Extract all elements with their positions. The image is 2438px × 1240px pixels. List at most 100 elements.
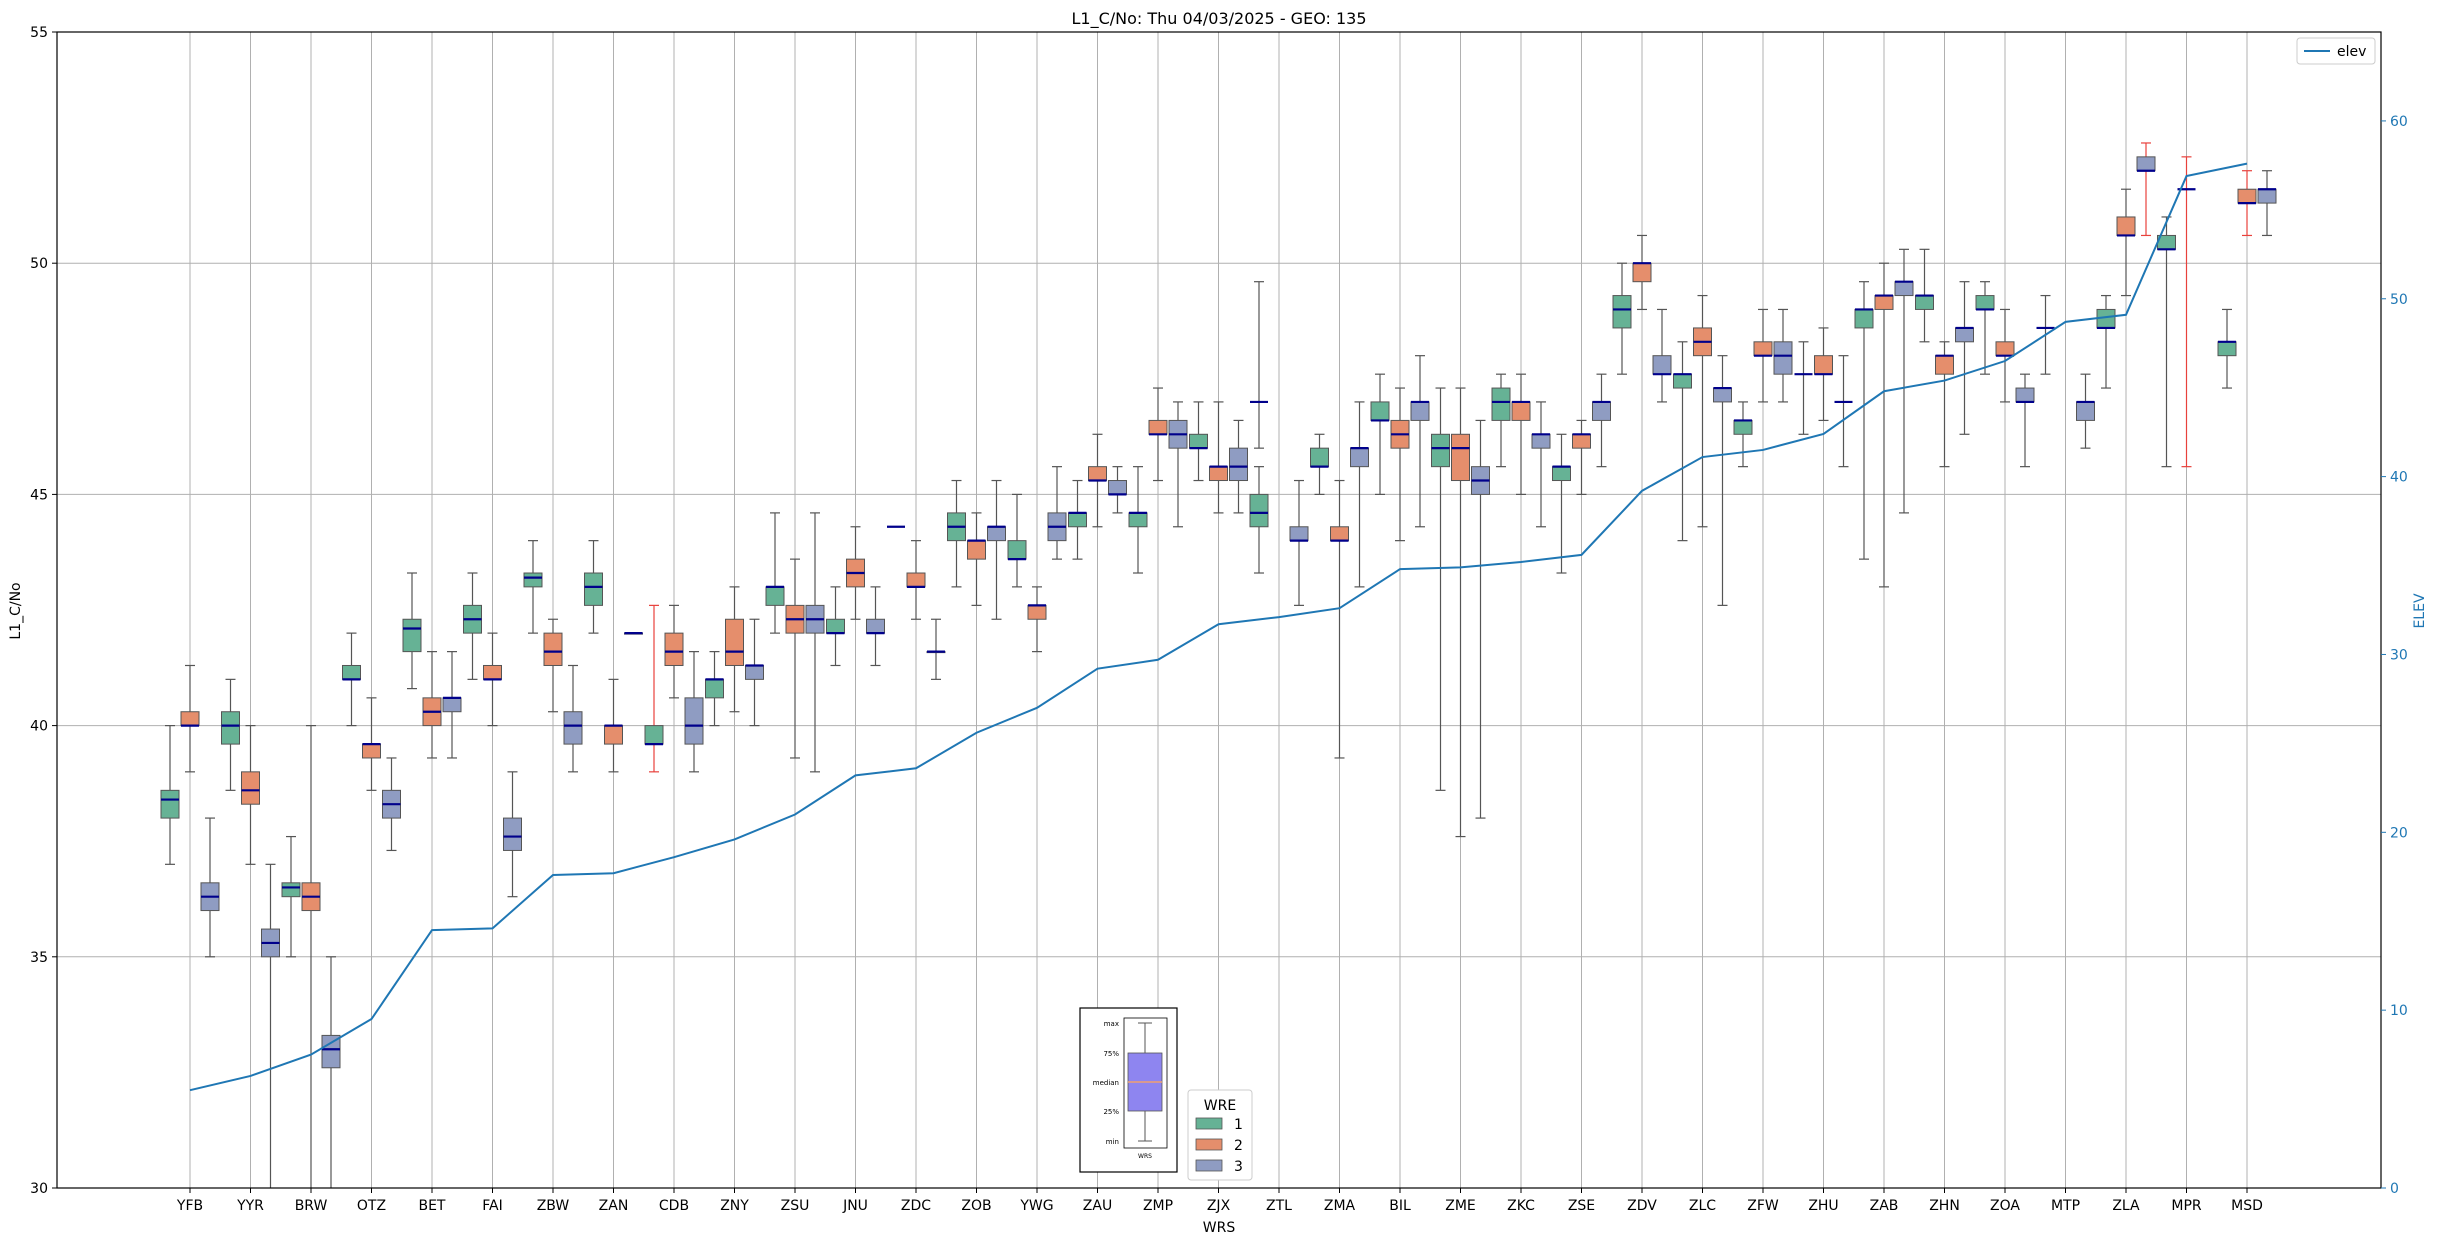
box-wre-2 (1148, 419, 1168, 435)
box-wre-3 (2076, 401, 2095, 421)
box-wre-2 (1511, 401, 1531, 421)
box-wre-1 (1975, 295, 1995, 310)
inset-label-min: min (1106, 1138, 1119, 1146)
y-tick-label: 35 (30, 950, 48, 966)
box-wre-3 (563, 711, 583, 745)
box-wre-2 (1330, 526, 1349, 542)
box-wre-1 (160, 789, 180, 819)
y-tick-label: 55 (30, 25, 48, 41)
box-wre-1 (1612, 295, 1632, 329)
inset-label-q3: 75% (1103, 1050, 1119, 1058)
x-tick-label: OTZ (357, 1198, 386, 1214)
elev-legend: elev (2296, 37, 2376, 65)
box-wre-2 (1209, 466, 1228, 482)
x-tick-label: CDB (659, 1198, 689, 1214)
y-tick-label: 50 (30, 256, 48, 272)
elev-line (189, 162, 2248, 1092)
box-wre-1 (1128, 512, 1148, 528)
box-wre-3 (1894, 281, 1914, 297)
box-wre-2 (180, 711, 200, 727)
wre-legend-label-2: 2 (1234, 1138, 1243, 1154)
x-tick-label: MSD (2231, 1198, 2263, 1214)
x-tick-label: ZNY (720, 1198, 749, 1214)
y-tick-label: 45 (30, 487, 48, 503)
box-wre-2 (664, 632, 684, 666)
box-wre-3 (503, 817, 522, 851)
x-tick-label: JNU (842, 1198, 868, 1214)
axes: 30 35 40 45 50 55 0 10 20 30 40 50 60 YFB YYR BRW OTZ BET… (30, 25, 2408, 1214)
box-wre-3 (2015, 387, 2035, 403)
y2-tick-label: 10 (2390, 1003, 2408, 1019)
y2-tick-label: 40 (2390, 470, 2408, 486)
box-wre-2 (1995, 341, 2015, 357)
box-wre-2 (1753, 341, 1773, 357)
box-wre-3 (745, 664, 764, 680)
box-wre-2 (1088, 466, 1107, 482)
box-wre-3 (1229, 447, 1248, 482)
box-wre-1 (1431, 433, 1450, 468)
box-wre-1 (2217, 341, 2237, 357)
inset-label-max: max (1104, 1020, 1119, 1028)
x-tick-label: YYR (236, 1198, 264, 1214)
box-wre-2 (1874, 295, 1894, 310)
box-wre-2 (1814, 355, 1833, 375)
box-wre-1 (1370, 401, 1390, 421)
x-tick-label: ZDV (1627, 1198, 1657, 1214)
box-wre-3 (987, 526, 1006, 542)
box-wre-3 (1713, 387, 1732, 403)
x-tick-label: ZFW (1747, 1198, 1779, 1214)
box-wre-1 (1733, 419, 1753, 435)
x-tick-label: ZJX (1207, 1198, 1231, 1214)
x-tick-label: YWG (1019, 1198, 1053, 1214)
x-tick-label: ZSE (1568, 1198, 1595, 1214)
box-wre-3 (1652, 355, 1672, 375)
box-wre-1 (1068, 512, 1087, 528)
box-wre-3 (1108, 480, 1127, 495)
elev-legend-label: elev (2337, 44, 2366, 60)
x-tick-label: ZHU (1808, 1198, 1838, 1214)
box-wre-3 (1592, 401, 1611, 421)
x-tick-label: ZOB (961, 1198, 991, 1214)
y2-axis-label: ELEV (2412, 593, 2428, 628)
box-wre-2 (543, 632, 563, 666)
x-tick-label: ZLA (2112, 1198, 2140, 1214)
box-wre-2 (1451, 433, 1470, 482)
y2-tick-label: 30 (2390, 647, 2408, 663)
x-tick-label: ZBW (537, 1198, 570, 1214)
x-tick-label: ZSU (781, 1198, 810, 1214)
box-wre-3 (1955, 327, 1974, 343)
x-tick-label: ZAN (599, 1198, 629, 1214)
box-wre-3 (1531, 433, 1551, 449)
x-tick-label: ZLC (1689, 1198, 1716, 1214)
x-tick-label: MPR (2171, 1198, 2202, 1214)
x-tick-label: ZDC (901, 1198, 931, 1214)
x-tick-label: ZOA (1990, 1198, 2020, 1214)
box-wre-3 (442, 697, 462, 713)
wre-legend-swatch-3 (1195, 1159, 1223, 1172)
x-tick-label: ZMA (1324, 1198, 1356, 1214)
box-wre-1 (1673, 373, 1692, 389)
x-tick-label: FAI (482, 1198, 502, 1214)
box-wre-2 (483, 664, 502, 680)
box-wre-3 (2136, 156, 2156, 172)
box-wre-3 (1773, 341, 1793, 375)
y2-tick-label: 0 (2390, 1181, 2399, 1197)
box-wre-1 (1854, 308, 1874, 329)
x-axis-label: WRS (1203, 1220, 1236, 1236)
box-wre-3 (1289, 526, 1309, 542)
box-wre-3 (2257, 188, 2277, 204)
x-tick-label: ZME (1445, 1198, 1476, 1214)
box-wre-3 (1410, 401, 1430, 421)
x-tick-label: ZTL (1266, 1198, 1292, 1214)
wre-legend-title: WRE (1204, 1098, 1236, 1114)
wre-legend-label-3: 3 (1234, 1159, 1243, 1175)
inset-label-q1: 25% (1103, 1108, 1119, 1116)
box-wre-1 (826, 618, 845, 634)
box-wre-1 (1189, 433, 1208, 449)
y2-tick-label: 60 (2390, 114, 2408, 130)
box-wre-2 (906, 572, 926, 588)
y2-tick-label: 50 (2390, 292, 2408, 308)
x-tick-label: ZMP (1143, 1198, 1173, 1214)
wre-legend-swatch-2 (1195, 1138, 1223, 1151)
